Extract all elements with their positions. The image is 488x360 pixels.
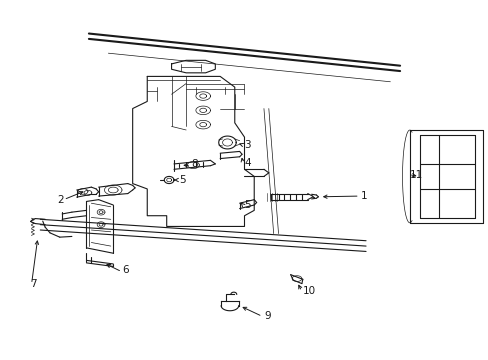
Text: 4: 4 <box>244 158 251 168</box>
Text: 6: 6 <box>122 265 128 275</box>
Text: 9: 9 <box>264 311 270 321</box>
Text: 10: 10 <box>302 286 315 296</box>
Text: 5: 5 <box>244 200 251 210</box>
Text: 11: 11 <box>409 170 422 180</box>
Text: 2: 2 <box>57 195 64 204</box>
Text: 1: 1 <box>361 191 367 201</box>
Text: 5: 5 <box>179 175 185 185</box>
Text: 8: 8 <box>191 159 197 169</box>
Text: 7: 7 <box>30 279 37 289</box>
Text: 3: 3 <box>244 140 251 150</box>
